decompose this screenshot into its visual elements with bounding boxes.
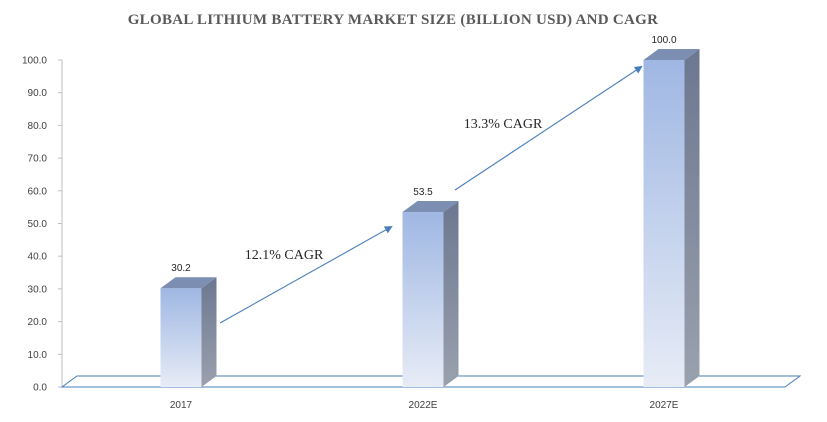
bar-cap xyxy=(643,49,700,60)
bar-side xyxy=(443,201,459,387)
cagr-label: 13.3% CAGR xyxy=(464,117,543,132)
axis-layer: 0.0 10.0 20.0 30.0 40.0 50.0 60.0 70.0 80.0 90.0 1… xyxy=(22,56,63,394)
bar-front xyxy=(160,288,202,387)
y-tick-label: 90.0 xyxy=(28,88,48,99)
data-label: 53.5 xyxy=(413,187,433,198)
y-tick-label: 80.0 xyxy=(28,121,48,132)
y-tick-label: 60.0 xyxy=(28,186,48,197)
y-tick-label: 70.0 xyxy=(28,154,48,165)
y-tick-label: 10.0 xyxy=(28,350,48,361)
cagr-label: 12.1% CAGR xyxy=(245,248,324,263)
cagr-arrow xyxy=(219,226,393,324)
chart-floor xyxy=(60,375,802,388)
y-tick-label: 20.0 xyxy=(28,317,48,328)
data-label: 100.0 xyxy=(651,35,676,46)
bar-cap xyxy=(402,201,459,213)
bar-2017 xyxy=(160,277,217,387)
bar-side xyxy=(201,277,217,387)
bar-front xyxy=(402,212,444,387)
floor-layer xyxy=(60,375,802,388)
data-label: 30.2 xyxy=(171,263,191,274)
y-tick-label: 100.0 xyxy=(22,56,47,67)
y-tick-label: 40.0 xyxy=(28,252,48,263)
bar-2022E xyxy=(402,201,459,387)
y-tick-label: 30.0 xyxy=(28,284,48,295)
bar-side xyxy=(684,49,700,387)
chart-title: GLOBAL LITHIUM BATTERY MARKET SIZE (BILL… xyxy=(128,12,659,28)
y-tick-label: 0.0 xyxy=(33,383,47,394)
x-tick-label: 2027E xyxy=(650,400,679,411)
x-tick-label: 2022E xyxy=(409,400,438,411)
annotation-layer: 12.1% CAGR 13.3% CAGR xyxy=(219,65,643,324)
bar-layer xyxy=(160,49,700,387)
bar-cap xyxy=(160,277,217,289)
bar-front xyxy=(643,60,685,387)
y-tick-label: 50.0 xyxy=(28,219,48,230)
label-layer: 30.2 2017 53.5 2022E 100.0 2027E xyxy=(170,35,679,411)
x-tick-label: 2017 xyxy=(170,400,193,411)
cagr-arrow xyxy=(454,65,643,191)
bar-2027E xyxy=(643,49,700,387)
